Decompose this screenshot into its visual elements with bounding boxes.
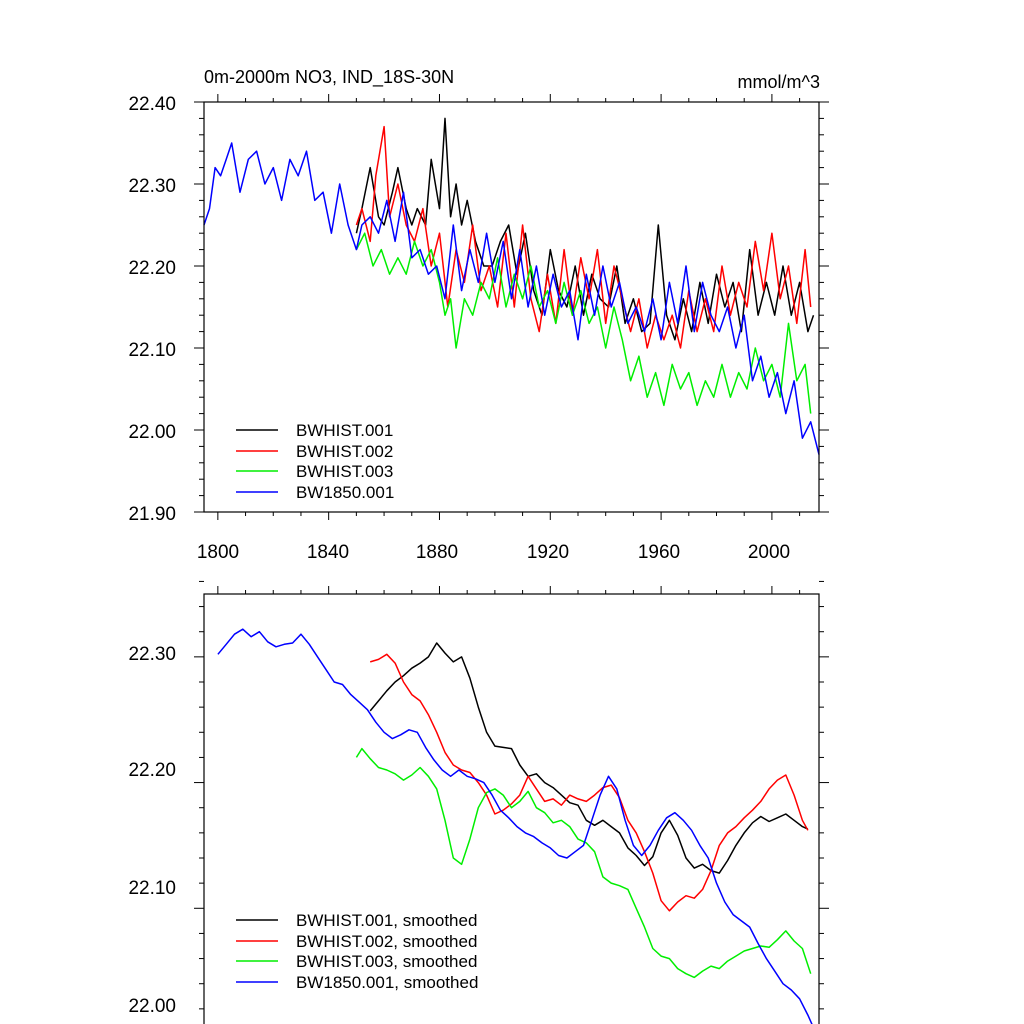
x-tick-label: 1880 bbox=[416, 542, 458, 563]
series-line-bwhist-003 bbox=[355, 232, 812, 414]
bottom-legend: BWHIST.001, smoothed BWHIST.002, smoothe… bbox=[236, 911, 478, 992]
chart-title: 0m-2000m NO3, IND_18S-30N bbox=[204, 67, 454, 88]
series-line-bwhist-001-smoothed bbox=[369, 642, 809, 874]
legend-label-bwhist-003: BWHIST.003 bbox=[296, 462, 393, 481]
series-line-bwhist-002-smoothed bbox=[369, 653, 809, 912]
legend-label-bw1850-001: BW1850.001 bbox=[296, 483, 394, 502]
top-legend: BWHIST.001 BWHIST.002 BWHIST.003 BW1850.… bbox=[236, 421, 394, 502]
top-ticks bbox=[194, 94, 829, 520]
top-series-group bbox=[203, 117, 820, 455]
legend-label-bwhist-001-smoothed: BWHIST.001, smoothed bbox=[296, 911, 477, 930]
x-tick-label: 2000 bbox=[748, 542, 790, 563]
series-line-bwhist-003-smoothed bbox=[355, 747, 812, 979]
bottom-plot-frame bbox=[203, 593, 820, 1024]
y-tick-label: 22.30 bbox=[128, 644, 176, 665]
series-line-bw1850-001-smoothed bbox=[217, 628, 813, 1024]
y-tick-label: 22.00 bbox=[128, 422, 176, 443]
x-tick-label: 1920 bbox=[527, 542, 569, 563]
series-line-bwhist-002 bbox=[355, 125, 812, 349]
bottom-panel: 22.30 22.20 22.10 22.00 BWHIST.001, smoo… bbox=[128, 580, 829, 1024]
y-tick-label: 22.30 bbox=[128, 176, 176, 197]
top-plot-frame bbox=[203, 101, 820, 513]
y-tick-label: 22.20 bbox=[128, 258, 176, 279]
top-panel: 0m-2000m NO3, IND_18S-30N mmol/m^3 22.40… bbox=[128, 67, 829, 563]
legend-label-bwhist-002-smoothed: BWHIST.002, smoothed bbox=[296, 932, 477, 951]
top-y-tick-labels: 22.40 22.30 22.20 22.10 22.00 21.90 bbox=[128, 94, 176, 525]
legend-label-bw1850-001-smoothed: BW1850.001, smoothed bbox=[296, 973, 478, 992]
y-tick-label: 22.10 bbox=[128, 878, 176, 899]
x-tick-label: 1960 bbox=[638, 542, 680, 563]
y-tick-label: 21.90 bbox=[128, 504, 176, 525]
series-line-bw1850-001 bbox=[203, 142, 820, 455]
top-x-tick-labels: 1800 1840 1880 1920 1960 2000 bbox=[197, 542, 790, 563]
x-tick-label: 1800 bbox=[197, 542, 239, 563]
units-label: mmol/m^3 bbox=[738, 72, 820, 92]
legend-label-bwhist-001: BWHIST.001 bbox=[296, 421, 393, 440]
x-tick-label: 1840 bbox=[307, 542, 349, 563]
y-tick-label: 22.10 bbox=[128, 340, 176, 361]
legend-label-bwhist-002: BWHIST.002 bbox=[296, 442, 393, 461]
legend-label-bwhist-003-smoothed: BWHIST.003, smoothed bbox=[296, 952, 477, 971]
y-tick-label: 22.40 bbox=[128, 94, 176, 115]
bottom-y-tick-labels: 22.30 22.20 22.10 22.00 bbox=[128, 644, 176, 1017]
bottom-series-group bbox=[217, 628, 813, 1024]
y-tick-label: 22.00 bbox=[128, 996, 176, 1017]
bottom-ticks bbox=[194, 580, 829, 1010]
y-tick-label: 22.20 bbox=[128, 760, 176, 781]
